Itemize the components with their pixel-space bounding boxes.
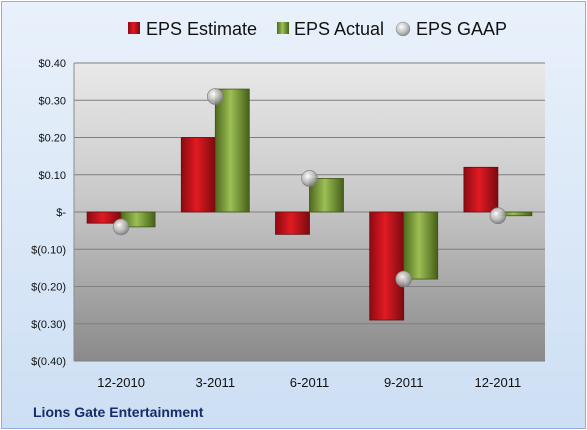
legend-label-estimate: EPS Estimate: [146, 19, 257, 39]
y-tick-label: $0.40: [38, 58, 66, 70]
bar-eps-estimate: [275, 211, 310, 235]
x-category-label: 9-2011: [384, 375, 424, 390]
y-tick-label: $(0.30): [31, 319, 66, 331]
legend-label-gaap: EPS GAAP: [416, 19, 507, 39]
bar-eps-estimate: [180, 137, 216, 213]
y-tick-label: $0.10: [38, 170, 66, 182]
y-tick-label: $0.30: [38, 95, 66, 107]
gridlines: [73, 62, 545, 362]
bar-eps-estimate: [463, 166, 499, 213]
x-category-label: 12-2011: [475, 375, 522, 390]
y-tick-label: $(0.40): [31, 356, 66, 368]
bar-eps-actual: [214, 88, 250, 213]
y-axis-tick-labels: $0.40 $0.30 $0.20 $0.10 $- $(0.10) $(0.20) $(0.…: [31, 58, 66, 368]
gaap-marker: [301, 170, 318, 187]
legend-swatch-estimate: [128, 22, 140, 34]
legend-marker-gaap: [395, 21, 411, 37]
bars: [86, 88, 533, 321]
bar-eps-estimate: [369, 211, 405, 321]
gaap-marker: [395, 270, 413, 288]
gaap-marker: [112, 218, 130, 236]
bar-eps-actual: [403, 211, 439, 280]
company-name: Lions Gate Entertainment: [33, 404, 204, 420]
y-tick-label: $0.20: [38, 133, 66, 145]
legend-label-actual: EPS Actual: [294, 19, 384, 39]
y-tick-label: $(0.10): [31, 244, 66, 256]
legend-swatch-actual: [277, 22, 289, 34]
legend: EPS Estimate EPS Actual EPS GAAP: [128, 19, 507, 39]
gaap-marker: [489, 207, 507, 225]
gaap-marker: [207, 88, 224, 105]
x-category-label: 6-2011: [290, 375, 330, 390]
x-category-label: 3-2011: [196, 375, 236, 390]
x-axis-category-labels: 12-2010 3-2011 6-2011 9-2011 12-2011: [97, 375, 521, 390]
x-category-label: 12-2010: [97, 375, 145, 390]
y-tick-label: $-: [56, 207, 66, 219]
gaap-markers: [112, 88, 507, 288]
y-tick-label: $(0.20): [31, 282, 66, 294]
